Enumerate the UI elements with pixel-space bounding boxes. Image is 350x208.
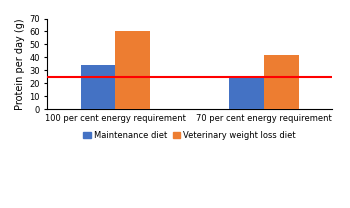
Bar bbox=[116, 31, 150, 109]
Bar bbox=[229, 77, 264, 109]
Bar bbox=[264, 55, 299, 109]
Y-axis label: Protein per day (g): Protein per day (g) bbox=[15, 18, 25, 110]
Legend: Maintenance diet, Veterinary weight loss diet: Maintenance diet, Veterinary weight loss… bbox=[80, 127, 299, 143]
Bar bbox=[81, 65, 116, 109]
